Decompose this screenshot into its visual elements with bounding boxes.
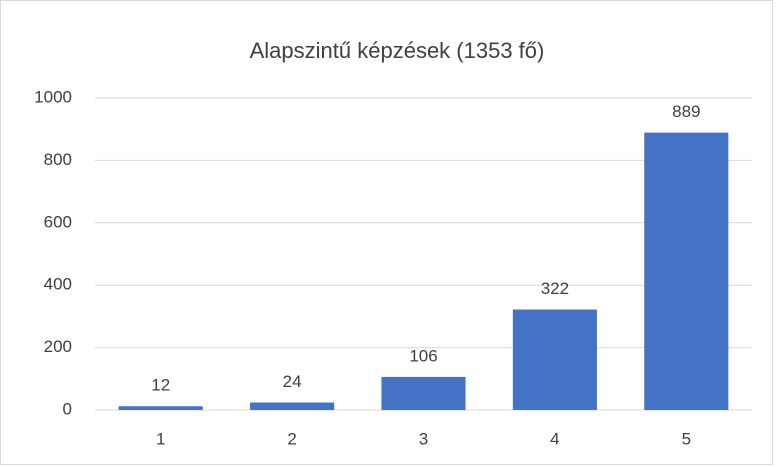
bar <box>250 402 335 410</box>
bar <box>644 132 729 410</box>
x-tick-label: 2 <box>287 429 296 448</box>
y-tick-label: 400 <box>44 275 72 294</box>
y-tick-label: 0 <box>63 399 72 418</box>
chart-title: Alapszintű képzések (1353 fő) <box>250 38 545 63</box>
y-tick-label: 600 <box>44 212 72 231</box>
x-tick-label: 5 <box>682 429 691 448</box>
y-tick-label: 1000 <box>34 87 72 106</box>
bar <box>118 406 203 410</box>
data-label: 322 <box>541 279 569 298</box>
data-label: 12 <box>151 376 170 395</box>
x-tick-label: 4 <box>550 429 559 448</box>
bar <box>512 309 597 410</box>
y-tick-label: 800 <box>44 150 72 169</box>
x-tick-label: 3 <box>419 429 428 448</box>
data-label: 889 <box>672 102 700 121</box>
bar <box>381 376 466 410</box>
x-tick-label: 1 <box>156 429 165 448</box>
data-label: 24 <box>283 372 302 391</box>
data-label: 106 <box>409 346 437 365</box>
y-tick-label: 200 <box>44 337 72 356</box>
